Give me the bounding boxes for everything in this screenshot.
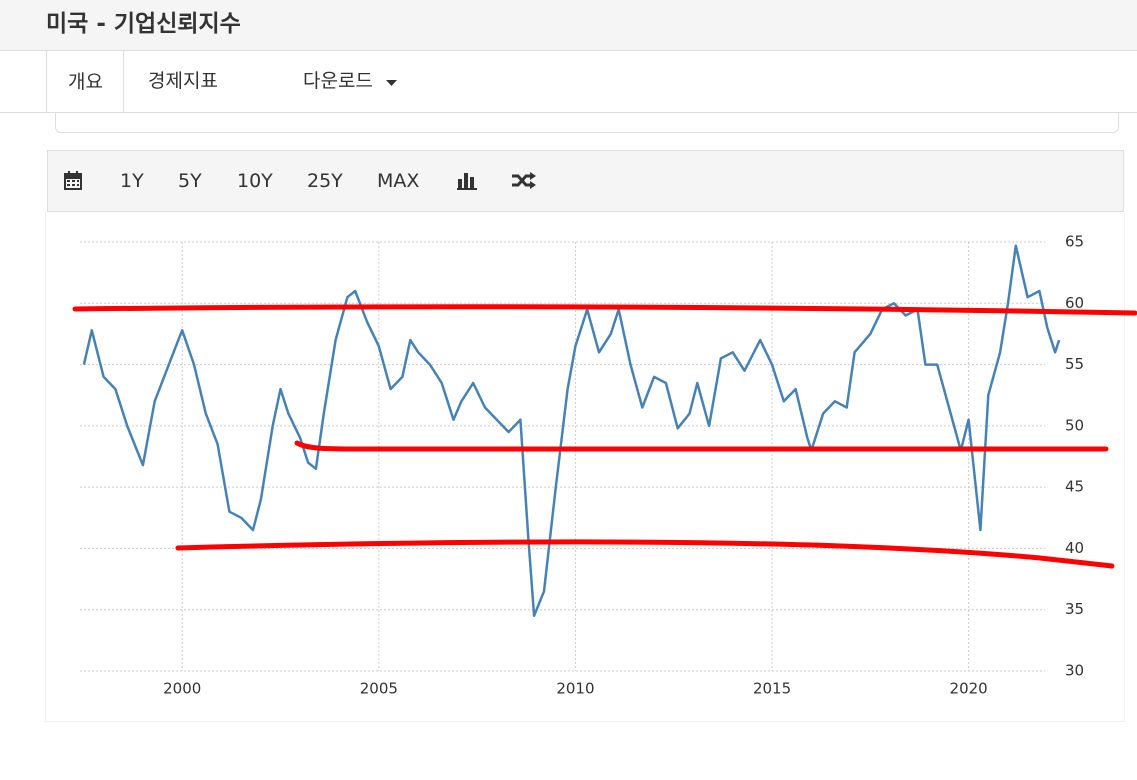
range-button[interactable]: 1Y — [120, 170, 144, 192]
y-tick-label: 40 — [1065, 539, 1084, 557]
caret-icon — [385, 80, 397, 86]
y-tick-label: 35 — [1065, 600, 1084, 618]
page-title: 미국 - 기업신뢰지수 — [46, 11, 241, 37]
bar-chart-icon[interactable] — [457, 171, 479, 191]
panel — [55, 112, 1119, 133]
tab[interactable]: 개요 — [46, 50, 124, 112]
data-line — [82, 244, 1061, 618]
x-tick-label: 2020 — [950, 680, 988, 698]
tab[interactable]: 다운로드 — [303, 66, 399, 93]
header: 미국 - 기업신뢰지수 — [0, 0, 1137, 51]
range-button[interactable]: 10Y — [237, 170, 273, 192]
annotation-strokes — [72, 304, 1137, 569]
hand-drawn-line — [175, 539, 1115, 569]
range-button[interactable]: MAX — [377, 170, 420, 192]
y-tick-label: 60 — [1065, 294, 1084, 312]
hand-drawn-line — [294, 440, 1109, 452]
toolbar: 1Y 5Y 10Y 25Y MAX — [47, 150, 1124, 212]
y-tick-label: 55 — [1065, 355, 1084, 373]
x-tick-label: 2000 — [163, 680, 201, 698]
calendar-icon[interactable] — [63, 170, 83, 192]
tab-border — [0, 112, 1137, 113]
y-tick-label: 30 — [1065, 662, 1084, 680]
x-tick-label: 2005 — [360, 680, 398, 698]
tab-label: 개요 — [68, 71, 103, 93]
shuffle-icon[interactable] — [511, 171, 537, 191]
chart-container — [45, 212, 1125, 722]
y-tick-label: 50 — [1065, 416, 1084, 434]
hand-drawn-line — [72, 304, 1137, 316]
range-button[interactable]: 5Y — [178, 170, 202, 192]
range-button[interactable]: 25Y — [307, 170, 343, 192]
x-tick-label: 2010 — [556, 680, 594, 698]
y-tick-label: 65 — [1065, 233, 1084, 251]
x-tick-label: 2015 — [753, 680, 791, 698]
tab[interactable]: 경제지표 — [148, 70, 218, 92]
y-tick-label: 45 — [1065, 478, 1084, 496]
tab-label: 다운로드 — [303, 70, 373, 92]
